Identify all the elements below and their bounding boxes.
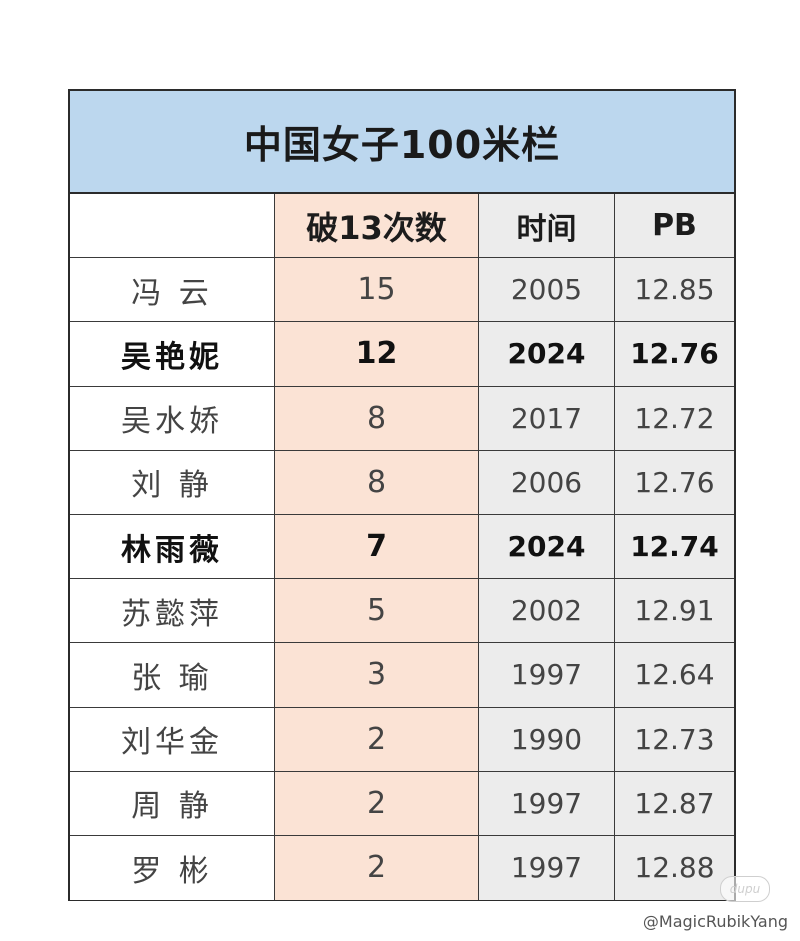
cell-count: 3 (275, 643, 479, 707)
dupu-stamp: dupu (720, 876, 770, 902)
table-row: 吴水娇 8 2017 12.72 (70, 386, 734, 451)
cell-pb: 12.76 (615, 322, 734, 386)
table-row: 刘 静 8 2006 12.76 (70, 450, 734, 515)
cell-name: 罗 彬 (70, 835, 275, 901)
header-time: 时间 (479, 194, 615, 258)
cell-pb: 12.87 (615, 771, 734, 835)
cell-time: 1997 (479, 771, 615, 835)
table-row: 林雨薇 7 2024 12.74 (70, 514, 734, 580)
cell-time: 2002 (479, 579, 615, 643)
cell-time: 2005 (479, 258, 615, 322)
cell-name: 刘 静 (70, 450, 275, 514)
header-count: 破13次数 (275, 194, 479, 258)
cell-count: 5 (275, 579, 479, 643)
table-title: 中国女子100米栏 (70, 91, 734, 194)
cell-time: 1990 (479, 707, 615, 771)
cell-pb: 12.85 (615, 258, 734, 322)
cell-pb: 12.64 (615, 643, 734, 707)
cell-time: 1997 (479, 835, 615, 901)
cell-pb: 12.72 (615, 386, 734, 450)
cell-time: 2006 (479, 450, 615, 514)
cell-count: 15 (275, 258, 479, 322)
cell-time: 1997 (479, 643, 615, 707)
cell-name: 冯 云 (70, 258, 275, 322)
table-row: 张 瑜 3 1997 12.64 (70, 643, 734, 708)
table-row: 周 静 2 1997 12.87 (70, 771, 734, 836)
cell-name: 林雨薇 (70, 514, 275, 579)
cell-count: 7 (275, 514, 479, 579)
table-header-row: 破13次数 时间 PB (70, 194, 734, 259)
cell-time: 2024 (479, 514, 615, 579)
header-name (70, 194, 275, 258)
cell-count: 8 (275, 386, 479, 450)
cell-count: 12 (275, 322, 479, 386)
cell-name: 周 静 (70, 771, 275, 835)
athlete-table: 中国女子100米栏 破13次数 时间 PB 冯 云 15 2005 12.85 … (68, 89, 736, 901)
cell-time: 2024 (479, 322, 615, 386)
cell-pb: 12.74 (615, 514, 734, 579)
cell-pb: 12.91 (615, 579, 734, 643)
table-row: 刘华金 2 1990 12.73 (70, 707, 734, 772)
cell-count: 2 (275, 835, 479, 901)
cell-count: 2 (275, 707, 479, 771)
cell-name: 刘华金 (70, 707, 275, 771)
cell-name: 吴艳妮 (70, 322, 275, 386)
watermark: @MagicRubikYang (642, 912, 788, 931)
cell-pb: 12.73 (615, 707, 734, 771)
cell-count: 2 (275, 771, 479, 835)
table-row: 苏懿萍 5 2002 12.91 (70, 579, 734, 644)
header-pb: PB (615, 194, 734, 258)
cell-pb: 12.76 (615, 450, 734, 514)
cell-name: 吴水娇 (70, 386, 275, 450)
cell-pb: 12.88 (615, 835, 734, 901)
table-row: 冯 云 15 2005 12.85 (70, 258, 734, 323)
table-row: 罗 彬 2 1997 12.88 (70, 835, 734, 901)
cell-name: 苏懿萍 (70, 579, 275, 643)
cell-time: 2017 (479, 386, 615, 450)
cell-name: 张 瑜 (70, 643, 275, 707)
cell-count: 8 (275, 450, 479, 514)
table-row: 吴艳妮 12 2024 12.76 (70, 322, 734, 387)
